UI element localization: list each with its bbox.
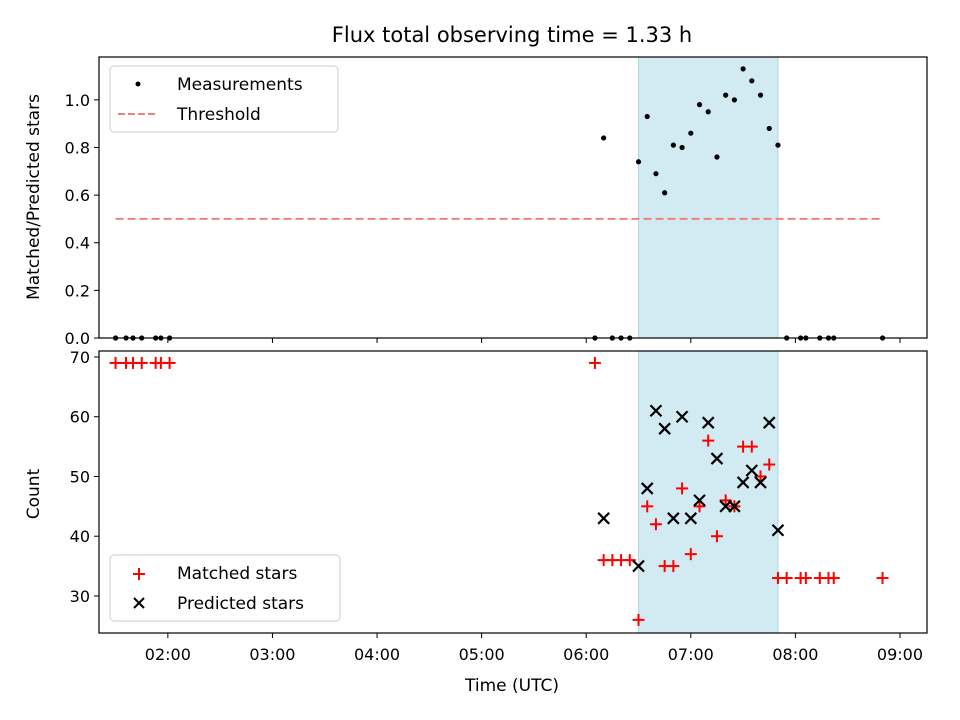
- shaded-observing-span: [638, 350, 779, 634]
- top-y-axis-label: Matched/Predicted stars: [24, 94, 44, 300]
- measurement-point: [635, 159, 642, 165]
- x-tick-label: 02:00: [145, 645, 191, 664]
- x-tick-label: 09:00: [877, 645, 923, 664]
- measurement-point: [705, 109, 711, 115]
- bottom-y-axis-label: Count: [24, 468, 44, 519]
- predicted-star-point: [667, 512, 680, 525]
- predicted-star-point: [649, 404, 663, 418]
- predicted-star-point: [771, 523, 785, 537]
- marks-layer: [109, 66, 889, 626]
- y-tick-label: 0.6: [65, 186, 90, 205]
- y-tick-label: 40: [70, 527, 90, 546]
- predicted-star-point: [762, 416, 776, 429]
- matched-star-point: [109, 356, 122, 369]
- measurement-point: [731, 97, 737, 103]
- matched-star-point: [827, 572, 840, 585]
- measurement-point: [723, 92, 729, 98]
- predicted-star-point: [684, 512, 698, 525]
- measurement-point: [775, 142, 781, 148]
- measurement-point: [714, 154, 720, 160]
- bottom-legend: Matched stars Predicted stars: [109, 554, 341, 622]
- axes-layer: 0.0 0.2 0.4 0.6 0.8 1.0 30 40 50 60 70 02:00 03:00 04…: [65, 91, 923, 664]
- matched-star-point: [684, 548, 697, 561]
- matched-star-point: [799, 572, 812, 585]
- y-tick-label: 0.0: [65, 329, 90, 348]
- predicted-star-point: [728, 500, 741, 513]
- predicted-star-point: [754, 476, 767, 489]
- matched-star-point: [667, 560, 680, 573]
- x-tick-label: 07:00: [668, 645, 714, 664]
- predicted-star-point: [745, 464, 759, 477]
- legend-predicted-label: Predicted stars: [177, 594, 304, 614]
- legend-measurements-marker: [135, 81, 141, 87]
- predicted-star-point: [693, 494, 706, 507]
- legend-matched-label: Matched stars: [177, 564, 297, 584]
- x-axis-label: Time (UTC): [464, 676, 559, 696]
- measurement-point: [644, 113, 650, 120]
- y-tick-label: 0.4: [65, 234, 90, 253]
- measurement-point: [766, 125, 772, 132]
- predicted-star-point: [640, 482, 654, 495]
- measurement-point: [670, 142, 676, 148]
- matched-star-point: [632, 613, 645, 626]
- predicted-star-point: [632, 559, 645, 573]
- x-tick-label: 06:00: [563, 645, 609, 664]
- chart-title: Flux total observing time = 1.33 h: [332, 23, 692, 47]
- predicted-star-point: [710, 452, 724, 465]
- matched-star-point: [649, 518, 662, 531]
- measurement-point: [688, 130, 694, 136]
- shaded-observing-span: [638, 56, 779, 339]
- y-tick-label: 0.2: [65, 281, 90, 300]
- y-tick-label: 70: [70, 348, 90, 367]
- predicted-star-point: [736, 476, 750, 489]
- predicted-star-point: [597, 512, 610, 525]
- matched-star-point: [693, 500, 706, 513]
- matched-star-point: [745, 440, 758, 453]
- frames-layer: [98, 56, 928, 634]
- y-tick-label: 50: [70, 467, 90, 486]
- bottom-plot-frame: [98, 350, 928, 634]
- legend-predicted-marker: [133, 597, 145, 609]
- matched-star-point: [163, 356, 176, 369]
- matched-star-point: [710, 530, 723, 543]
- y-tick-label: 60: [70, 408, 90, 427]
- x-tick-label: 03:00: [249, 645, 295, 664]
- top-legend: Measurements Threshold: [109, 65, 339, 133]
- matched-star-point: [876, 572, 889, 585]
- matched-star-point: [702, 434, 715, 447]
- y-tick-label: 0.8: [65, 138, 90, 157]
- predicted-star-point: [675, 410, 689, 423]
- matched-star-point: [780, 572, 793, 585]
- matched-star-point: [763, 458, 776, 471]
- shaded-span-layer: [638, 56, 779, 634]
- measurement-point: [662, 190, 668, 196]
- predicted-star-point: [658, 422, 671, 435]
- y-tick-label: 1.0: [65, 91, 90, 110]
- y-tick-label: 30: [70, 587, 90, 606]
- matched-star-point: [641, 500, 654, 513]
- matched-star-point: [676, 482, 689, 495]
- legend-measurements-label: Measurements: [177, 75, 303, 95]
- measurement-point: [749, 78, 755, 84]
- measurement-point: [696, 102, 703, 108]
- measurement-point: [653, 171, 659, 177]
- x-tick-label: 05:00: [459, 645, 505, 664]
- x-tick-label: 08:00: [772, 645, 818, 664]
- predicted-star-point: [701, 416, 715, 429]
- matched-star-point: [135, 356, 148, 369]
- measurement-point: [757, 92, 764, 98]
- top-plot-frame: [98, 56, 928, 339]
- legend-threshold-label: Threshold: [176, 105, 261, 125]
- measurement-point: [601, 135, 607, 141]
- matched-star-point: [588, 356, 601, 369]
- measurement-point: [740, 66, 746, 72]
- x-tick-label: 04:00: [354, 645, 400, 664]
- legend-matched-marker: [133, 568, 145, 580]
- measurement-point: [679, 144, 685, 151]
